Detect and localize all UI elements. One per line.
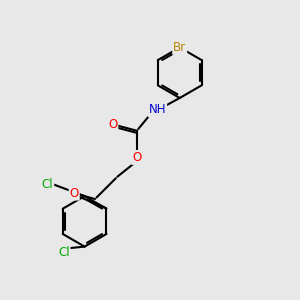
Text: O: O <box>70 187 79 200</box>
Text: Cl: Cl <box>42 178 53 191</box>
Text: O: O <box>132 151 141 164</box>
Text: Br: Br <box>173 41 186 54</box>
Text: NH: NH <box>149 103 166 116</box>
Text: O: O <box>108 118 118 131</box>
Text: Cl: Cl <box>58 246 70 259</box>
